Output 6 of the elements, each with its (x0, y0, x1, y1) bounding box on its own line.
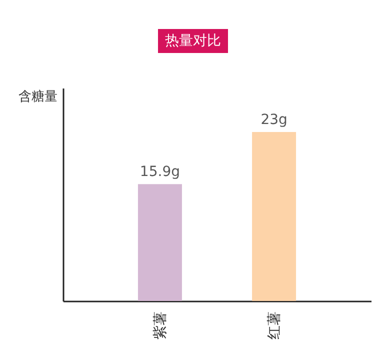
chart-title: 热量对比 (158, 29, 228, 53)
data-label: 23g (260, 112, 288, 128)
y-axis-title: 含糖量 (18, 90, 58, 104)
x-tick-label: 红薯 (266, 312, 283, 340)
x-tick-label: 紫薯 (152, 312, 168, 340)
data-label: 15.9g (140, 164, 180, 180)
